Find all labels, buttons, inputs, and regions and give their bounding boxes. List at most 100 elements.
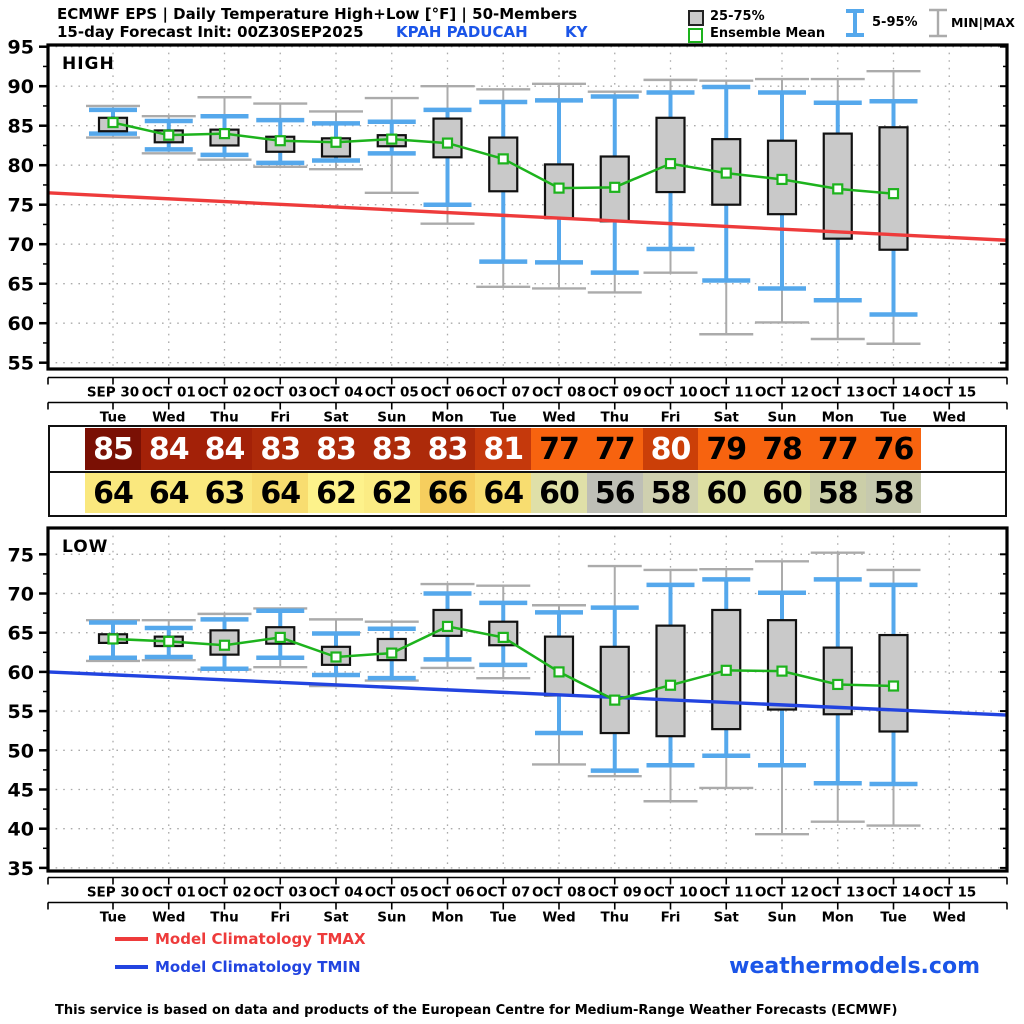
low-temp-cell: 62 — [308, 473, 364, 514]
y-axis: 35 40 45 50 55 60 65 70 75 — [8, 544, 1007, 880]
svg-text:Sun: Sun — [377, 910, 406, 926]
svg-text:OCT 14: OCT 14 — [866, 385, 920, 401]
svg-text:Mon: Mon — [431, 410, 463, 426]
svg-text:OCT 15: OCT 15 — [922, 385, 976, 401]
weathermodels-branding: weathermodels.com — [729, 954, 980, 979]
high-temp-cell: 78 — [754, 427, 810, 471]
tmin-line-icon — [115, 965, 148, 969]
station-state: KY — [565, 23, 588, 41]
svg-text:OCT 08: OCT 08 — [532, 885, 586, 901]
high-temp-cell: 84 — [196, 427, 253, 471]
box-25-75-label: 25-75% — [710, 9, 765, 24]
svg-text:OCT 02: OCT 02 — [197, 385, 251, 401]
low-temp-cell: 64 — [475, 473, 532, 514]
high-temp-cell: 83 — [252, 427, 309, 471]
footer-attribution: This service is based on data and produc… — [55, 1003, 898, 1018]
low-temp-cell: 63 — [196, 473, 253, 514]
svg-text:60: 60 — [8, 662, 34, 684]
svg-text:OCT 10: OCT 10 — [643, 385, 697, 401]
svg-text:Wed: Wed — [933, 910, 966, 926]
svg-text:35: 35 — [8, 858, 34, 880]
svg-text:95: 95 — [8, 37, 34, 59]
ensemble-mean-label: Ensemble Mean — [710, 26, 826, 41]
svg-text:Tue: Tue — [490, 410, 517, 426]
svg-text:Wed: Wed — [933, 410, 966, 426]
svg-text:75: 75 — [8, 544, 34, 566]
low-temp-cell: 58 — [642, 473, 699, 514]
svg-text:50: 50 — [8, 740, 34, 762]
svg-text:Tue: Tue — [490, 910, 517, 926]
high-chart: 55 60 65 70 75 80 85 90 95 HIGH SEP 30 OCT 01 OCT 02… — [8, 37, 1009, 426]
svg-text:Sun: Sun — [377, 410, 406, 426]
svg-text:70: 70 — [8, 584, 34, 606]
svg-text:OCT 04: OCT 04 — [309, 385, 363, 401]
tmax-line-icon — [115, 937, 148, 941]
high-temp-cell: 76 — [865, 427, 922, 471]
high-temp-cell: 79 — [698, 427, 755, 471]
svg-text:Sat: Sat — [714, 910, 740, 926]
svg-text:OCT 13: OCT 13 — [811, 385, 865, 401]
svg-text:OCT 13: OCT 13 — [811, 885, 865, 901]
svg-text:Fri: Fri — [661, 410, 681, 426]
x-axis: SEP 30 OCT 01 OCT 02 OCT 03 OCT 04 OCT 05 OCT … — [47, 376, 1008, 426]
svg-text:55: 55 — [8, 701, 34, 723]
low-temp-cell: 58 — [865, 473, 922, 514]
svg-text:OCT 06: OCT 06 — [420, 885, 474, 901]
svg-text:OCT 05: OCT 05 — [365, 385, 419, 401]
svg-text:65: 65 — [8, 623, 34, 645]
low-temp-cell: 58 — [809, 473, 866, 514]
svg-text:Wed: Wed — [542, 410, 575, 426]
svg-text:SEP 30: SEP 30 — [87, 385, 139, 401]
svg-text:40: 40 — [8, 819, 34, 841]
climatology-line — [47, 670, 1008, 717]
svg-text:OCT 08: OCT 08 — [532, 385, 586, 401]
forecast-init-subtitle: 15-day Forecast Init: 00Z30SEP2025 — [57, 23, 364, 41]
svg-text:70: 70 — [8, 234, 34, 256]
tmin-legend-label: Model Climatology TMIN — [155, 958, 361, 976]
svg-text:Sat: Sat — [323, 410, 349, 426]
svg-text:OCT 15: OCT 15 — [922, 885, 976, 901]
svg-text:55: 55 — [8, 353, 34, 375]
svg-text:Mon: Mon — [822, 410, 854, 426]
svg-text:Tue: Tue — [100, 410, 127, 426]
svg-text:Fri: Fri — [270, 410, 290, 426]
whisker-5-95-icon — [846, 9, 864, 37]
svg-text:OCT 05: OCT 05 — [365, 885, 419, 901]
high-temp-cell: 80 — [642, 427, 699, 471]
x-axis: SEP 30 OCT 01 OCT 02 OCT 03 OCT 04 OCT 05 OCT … — [47, 876, 1008, 926]
svg-text:OCT 03: OCT 03 — [253, 885, 307, 901]
high-temp-cell: 77 — [586, 427, 643, 471]
high-temp-cell: 84 — [140, 427, 197, 471]
svg-text:Tue: Tue — [100, 910, 127, 926]
high-temp-cell: 77 — [809, 427, 866, 471]
svg-text:80: 80 — [8, 155, 34, 177]
svg-text:Mon: Mon — [431, 910, 463, 926]
whisker-minmax-icon — [929, 8, 947, 38]
svg-text:OCT 14: OCT 14 — [866, 885, 920, 901]
table-row-divider — [48, 470, 1007, 474]
svg-text:Fri: Fri — [270, 910, 290, 926]
page-title: ECMWF EPS | Daily Temperature High+Low [… — [57, 5, 578, 23]
svg-text:OCT 07: OCT 07 — [476, 885, 530, 901]
plot-border — [46, 526, 1009, 873]
ensemble-mean-line — [107, 116, 900, 200]
panel-title: HIGH — [62, 54, 115, 74]
svg-text:OCT 12: OCT 12 — [755, 885, 809, 901]
svg-text:OCT 12: OCT 12 — [755, 385, 809, 401]
low-temp-cell: 64 — [85, 473, 141, 514]
svg-text:OCT 01: OCT 01 — [142, 885, 196, 901]
svg-text:OCT 04: OCT 04 — [309, 885, 363, 901]
svg-text:Wed: Wed — [152, 910, 185, 926]
high-temp-cell: 83 — [363, 427, 420, 471]
y-axis: 55 60 65 70 75 80 85 90 95 — [8, 37, 1007, 375]
svg-text:Thu: Thu — [601, 410, 629, 426]
ensemble-mean-icon — [688, 28, 703, 43]
svg-text:Fri: Fri — [661, 910, 681, 926]
svg-text:65: 65 — [8, 274, 34, 296]
low-temp-cell: 60 — [698, 473, 755, 514]
tmax-legend-label: Model Climatology TMAX — [155, 930, 366, 948]
svg-text:Tue: Tue — [880, 410, 907, 426]
whisker-5-95-label: 5-95% — [872, 15, 918, 30]
